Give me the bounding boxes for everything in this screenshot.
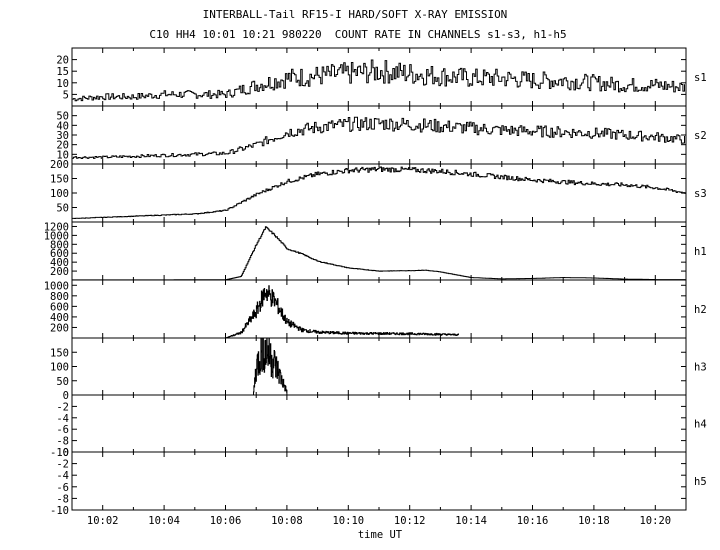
panel-frame-h3: [71, 337, 687, 396]
panel-label-h4: h4: [694, 419, 707, 431]
series-line-h2: [225, 285, 459, 339]
ytick-label-s2: 40: [56, 120, 69, 132]
xtick-label: 10:08: [271, 515, 303, 527]
ytick-label-s3: 50: [56, 203, 69, 215]
ytick-label-s2: 30: [56, 130, 69, 142]
ytick-label-h5: -10: [50, 505, 69, 517]
x-axis-label: time UT: [358, 529, 403, 541]
panel-label-s2: s2: [694, 130, 707, 142]
ytick-label-h1: 1000: [44, 230, 69, 242]
series-line-s2: [72, 116, 685, 159]
ytick-label-h5: -2: [56, 459, 69, 471]
ytick-label-h3: 50: [56, 376, 69, 388]
ytick-label-h1: 800: [50, 239, 69, 251]
ytick-label-h5: 0: [63, 447, 69, 459]
panel-frame-h5: [71, 451, 687, 511]
ytick-label-h2: 600: [50, 301, 69, 313]
ytick-label-h3: 100: [50, 362, 69, 374]
ytick-label-h4: -4: [56, 413, 69, 425]
ytick-label-h2: 200: [50, 322, 69, 334]
ytick-label-h4: -2: [56, 401, 69, 413]
ytick-label-s2: 20: [56, 140, 69, 152]
ytick-label-h2: 1000: [44, 280, 69, 292]
ytick-label-h5: -8: [56, 493, 69, 505]
panel-label-s3: s3: [694, 188, 707, 200]
panel-frame-s3: [71, 163, 687, 223]
ytick-label-h2: 800: [50, 291, 69, 303]
xtick-label: 10:04: [148, 515, 180, 527]
ytick-label-s2: 50: [56, 111, 69, 123]
panel-label-h5: h5: [694, 476, 707, 488]
xtick-label: 10:16: [517, 515, 549, 527]
panel-label-h1: h1: [694, 246, 707, 258]
ytick-label-h4: -8: [56, 436, 69, 448]
panel-frame-h4: [71, 394, 687, 453]
ytick-label-s1: 10: [56, 78, 69, 90]
ytick-label-h1: 1200: [44, 221, 69, 233]
ytick-label-s1: 5: [63, 89, 69, 101]
ytick-label-h2: 400: [50, 312, 69, 324]
panel-label-h2: h2: [694, 304, 707, 316]
ytick-label-h4: -10: [50, 447, 69, 459]
xtick-label: 10:18: [578, 515, 610, 527]
xtick-label: 10:14: [455, 515, 487, 527]
ytick-label-h4: -6: [56, 424, 69, 436]
ytick-label-h3: 150: [50, 347, 69, 359]
xtick-label: 10:10: [332, 515, 364, 527]
ytick-label-h1: 600: [50, 248, 69, 260]
ytick-label-s3: 200: [50, 159, 69, 171]
ytick-label-h5: -6: [56, 482, 69, 494]
xtick-label: 10:20: [639, 515, 671, 527]
panel-frame-h2: [71, 279, 687, 339]
ytick-label-s3: 150: [50, 174, 69, 186]
ytick-label-s1: 20: [56, 55, 69, 67]
panel-label-s1: s1: [694, 72, 707, 84]
series-line-h3: [253, 337, 288, 396]
series-line-s1: [72, 59, 685, 102]
panel-label-h3: h3: [694, 362, 707, 374]
ytick-label-h4: 0: [63, 390, 69, 402]
xtick-label: 10:12: [394, 515, 426, 527]
ytick-label-s1: 15: [56, 66, 69, 78]
series-line-h1: [72, 226, 686, 281]
chart-subtitle: C10 HH4 10:01 10:21 980220 COUNT RATE IN…: [149, 28, 567, 41]
ytick-label-h1: 200: [50, 266, 69, 278]
xtick-label: 10:06: [210, 515, 242, 527]
ytick-label-h1: 400: [50, 257, 69, 269]
ytick-label-s2: 10: [56, 149, 69, 161]
chart-title: INTERBALL-Tail RF15-I HARD/SOFT X-RAY EM…: [202, 8, 508, 21]
ytick-label-s3: 100: [50, 188, 69, 200]
xtick-label: 10:02: [87, 515, 119, 527]
ytick-label-h5: -4: [56, 470, 69, 482]
series-line-s3: [72, 166, 687, 219]
